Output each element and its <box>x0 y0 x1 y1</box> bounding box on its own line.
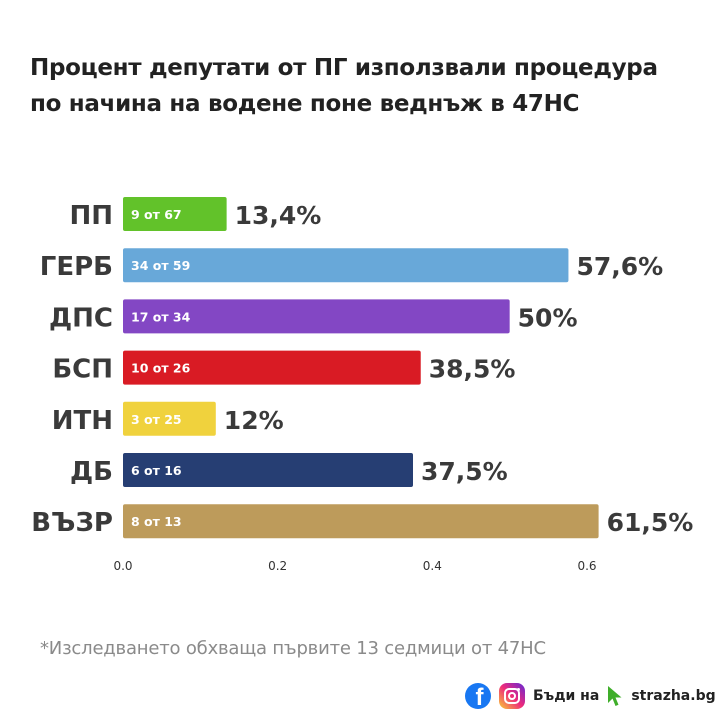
bar-value-label: 37,5% <box>421 457 508 486</box>
facebook-icon[interactable]: f <box>465 683 491 709</box>
chart-title: Процент депутати от ПГ използвали процед… <box>30 50 700 122</box>
bar-inner-label: 3 от 25 <box>131 412 182 427</box>
bar-value-label: 57,6% <box>576 252 663 281</box>
bar[interactable] <box>123 453 413 487</box>
bar-value-label: 50% <box>518 303 578 332</box>
bar-inner-label: 10 от 26 <box>131 361 191 376</box>
bar[interactable] <box>123 401 216 436</box>
bar-inner-label: 34 от 59 <box>131 258 190 273</box>
bar[interactable] <box>123 197 227 231</box>
category-label: ДПС <box>49 303 113 333</box>
footnote: *Изследването обхваща първите 13 седмици… <box>40 638 546 659</box>
x-tick-label: 0.4 <box>423 559 442 573</box>
bar-value-label: 38,5% <box>429 355 516 384</box>
bar[interactable] <box>123 248 569 283</box>
x-tick-label: 0.2 <box>268 559 287 573</box>
bar-value-label: 12% <box>224 406 284 435</box>
cursor-icon <box>608 686 622 706</box>
chart-title-line-1: Процент депутати от ПГ използвали процед… <box>30 55 658 81</box>
bar[interactable] <box>123 350 421 385</box>
x-tick-label: 0.0 <box>113 559 132 573</box>
bar-inner-label: 6 от 16 <box>131 463 182 478</box>
bar[interactable] <box>123 504 599 539</box>
brand-text-part2: strazha.bg <box>631 688 716 704</box>
category-label: ДБ <box>70 457 113 487</box>
bar[interactable] <box>123 299 510 334</box>
chart-title-line-2: по начина на водене поне веднъж в 47НС <box>30 91 580 117</box>
branding: f Бъди на strazha.bg <box>465 680 716 712</box>
bar-value-label: 13,4% <box>235 201 322 230</box>
instagram-icon[interactable] <box>499 683 525 709</box>
category-label: ВЪЗР <box>31 508 113 538</box>
category-label: ГЕРБ <box>40 252 113 282</box>
bar-inner-label: 9 от 67 <box>131 207 182 222</box>
category-label: ПП <box>69 201 113 231</box>
bar-value-label: 61,5% <box>607 508 694 537</box>
category-label: БСП <box>52 355 113 385</box>
bar-inner-label: 8 от 13 <box>131 514 182 529</box>
bar-inner-label: 17 от 34 <box>131 309 191 324</box>
category-label: ИТН <box>52 406 113 436</box>
brand-text-part1: Бъди на <box>533 688 600 704</box>
x-tick-label: 0.6 <box>577 559 596 573</box>
